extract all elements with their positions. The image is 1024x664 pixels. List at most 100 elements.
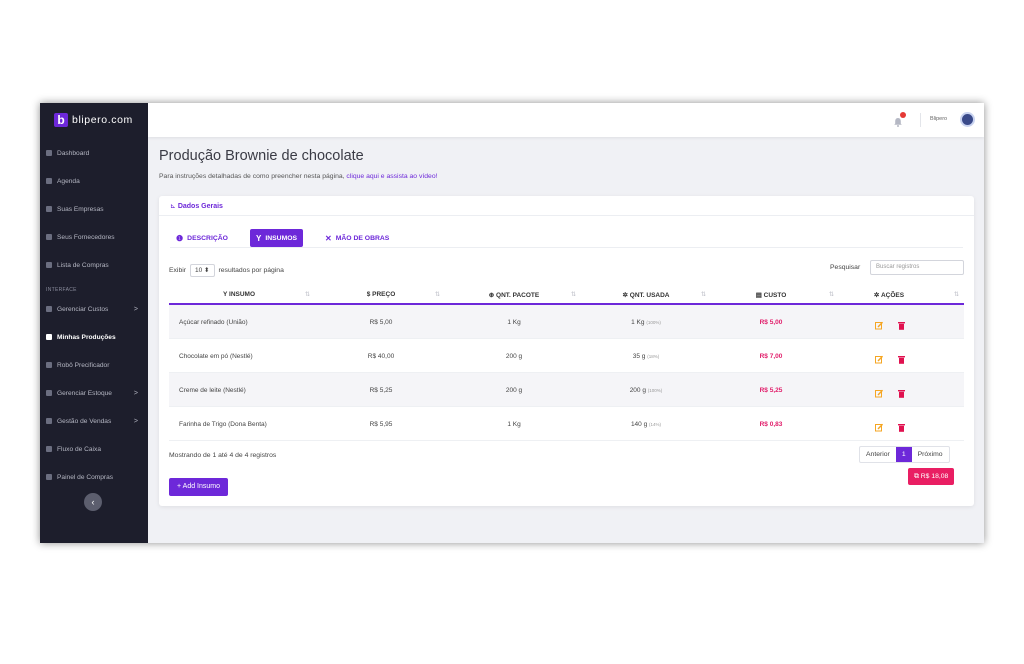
page-intro: Para instruções detalhadas de como preen…	[159, 173, 437, 180]
boxes-icon	[46, 390, 52, 396]
card-header-title: ⊾ Dados Gerais	[170, 203, 223, 210]
sidebar-item-label: Dashboard	[57, 149, 90, 157]
notification-bell-icon[interactable]	[893, 112, 906, 127]
pagination-prev[interactable]: Anterior	[866, 451, 890, 458]
dashboard-icon	[46, 150, 52, 156]
brand-name: blipero.com	[72, 114, 133, 126]
column-header-custo[interactable]: ▤ CUSTO	[755, 292, 787, 299]
sidebar-item-estoque[interactable]: Gerenciar Estoque >	[40, 383, 148, 403]
cell-insumo: Chocolate em pó (Nestlé)	[179, 353, 253, 360]
sidebar-item-dashboard[interactable]: Dashboard	[40, 143, 148, 163]
tools-icon: ✕	[325, 233, 332, 243]
sort-icon[interactable]: ⇅	[571, 292, 577, 298]
sidebar-item-label: Minhas Produções	[57, 333, 116, 341]
cell-custo: R$ 7,00	[759, 353, 783, 360]
cell-pacote: 1 Kg	[507, 421, 521, 428]
sort-icon[interactable]: ⇅	[305, 292, 311, 298]
sidebar-item-label: Gestão de Vendas	[57, 417, 112, 425]
robot-icon	[46, 362, 52, 368]
plus-icon: +	[177, 483, 183, 490]
sprout-icon	[46, 306, 52, 312]
table-header: Y INSUMO ⇅ $ PREÇO ⇅ ⊕ QNT. PACOTE ⇅ ✲ Q…	[169, 284, 964, 305]
edit-icon[interactable]	[875, 351, 884, 364]
topbar: Blipero	[148, 103, 984, 137]
table-row: Chocolate em pó (Nestlé) R$ 40,00 200 g …	[169, 339, 964, 373]
sort-icon[interactable]: ⇅	[701, 292, 707, 298]
sidebar-item-agenda[interactable]: Agenda	[40, 171, 148, 191]
sidebar-item-robo[interactable]: Robô Precificador	[40, 355, 148, 375]
edit-icon[interactable]	[875, 419, 884, 432]
sidebar-item-label: Seus Fornecedores	[57, 233, 115, 241]
sidebar-item-fornecedores[interactable]: Seus Fornecedores	[40, 227, 148, 247]
brand-logo: b	[54, 113, 68, 127]
column-header-insumo[interactable]: Y INSUMO	[222, 291, 256, 298]
app-window: b blipero.com Dashboard Agenda Suas Empr…	[40, 103, 984, 543]
edit-icon[interactable]	[875, 385, 884, 398]
cell-usada: 200 g (100%)	[629, 387, 663, 394]
delete-icon[interactable]	[898, 419, 906, 432]
sort-icon[interactable]: ⇅	[435, 292, 441, 298]
column-header-qnt-usada[interactable]: ✲ QNT. USADA	[622, 292, 670, 299]
show-suffix: resultados por página	[218, 267, 284, 274]
production-card: ⊾ Dados Gerais ❶ DESCRIÇÃO Y INSUMOS ✕ M…	[159, 196, 974, 506]
sidebar-item-minhas-producoes[interactable]: Minhas Produções	[40, 327, 148, 347]
sidebar-item-vendas[interactable]: Gestão de Vendas >	[40, 411, 148, 431]
sidebar-item-label: Suas Empresas	[57, 205, 104, 213]
chart-line-icon: ⊾	[170, 203, 178, 210]
total-cost-badge: ⧉ R$ 18,08	[908, 468, 955, 485]
calendar-icon	[46, 178, 52, 184]
card-header: ⊾ Dados Gerais	[159, 196, 974, 216]
cell-custo: R$ 0,83	[759, 421, 783, 428]
calculator-icon: ▤	[755, 292, 764, 299]
tab-label: MÃO DE OBRAS	[335, 234, 390, 242]
show-prefix: Exibir	[169, 267, 186, 274]
sidebar-item-label: Lista de Compras	[57, 261, 109, 269]
sidebar-item-empresas[interactable]: Suas Empresas	[40, 199, 148, 219]
tab-insumos[interactable]: Y INSUMOS	[250, 229, 304, 247]
cell-usada: 140 g (14%)	[630, 421, 662, 428]
cart-icon	[46, 474, 52, 480]
tab-divider	[170, 247, 963, 248]
edit-icon[interactable]	[875, 317, 884, 330]
page-length-select[interactable]: 10 ⬍	[190, 264, 215, 277]
sidebar-collapse-button[interactable]: ‹	[84, 493, 102, 511]
topbar-divider	[920, 113, 921, 127]
tab-label: INSUMOS	[265, 234, 298, 242]
sidebar-item-lista-compras[interactable]: Lista de Compras	[40, 255, 148, 275]
delete-icon[interactable]	[898, 351, 906, 364]
sidebar-item-label: Fluxo de Caixa	[57, 445, 101, 453]
brand[interactable]: b blipero.com	[40, 103, 148, 137]
sidebar-item-label: Gerenciar Estoque	[57, 389, 112, 397]
cell-insumo: Farinha de Trigo (Dona Benta)	[179, 421, 267, 428]
add-insumo-button[interactable]: + Add Insumo	[169, 478, 229, 496]
avatar[interactable]	[960, 112, 975, 127]
column-header-qnt-pacote[interactable]: ⊕ QNT. PACOTE	[488, 292, 540, 299]
pagination-next[interactable]: Próximo	[917, 451, 943, 458]
cell-usada: 35 g (18%)	[632, 353, 660, 360]
tab-mao-de-obras[interactable]: ✕ MÃO DE OBRAS	[319, 229, 395, 247]
search-input[interactable]: Buscar registros	[870, 260, 964, 275]
video-link[interactable]: clique aqui e assista ao vídeo!	[346, 173, 438, 180]
table-row: Creme de leite (Nestlé) R$ 5,25 200 g 20…	[169, 373, 964, 407]
pagination-page-1[interactable]: 1	[895, 447, 912, 462]
sort-icon[interactable]: ⇅	[829, 292, 835, 298]
user-name[interactable]: Blipero	[930, 116, 948, 122]
intro-text: Para instruções detalhadas de como preen…	[159, 173, 345, 180]
cell-custo: R$ 5,25	[759, 387, 783, 394]
sidebar-item-painel-compras[interactable]: Painel de Compras	[40, 467, 148, 487]
delete-icon[interactable]	[898, 385, 906, 398]
column-header-acoes: ✲ AÇÕES	[873, 292, 905, 299]
chevron-right-icon: >	[133, 305, 138, 313]
chevron-right-icon: >	[133, 389, 138, 397]
cell-preco: R$ 5,95	[369, 421, 393, 428]
tab-descricao[interactable]: ❶ DESCRIÇÃO	[170, 229, 234, 247]
column-header-preco[interactable]: $ PREÇO	[366, 291, 396, 298]
sidebar-item-gerenciar-custos[interactable]: Gerenciar Custos >	[40, 299, 148, 319]
gears-icon: ✲	[622, 292, 630, 299]
sidebar-item-fluxo-caixa[interactable]: Fluxo de Caixa	[40, 439, 148, 459]
sort-icon[interactable]: ⇅	[954, 292, 960, 298]
delete-icon[interactable]	[898, 317, 906, 330]
calculator-icon: ⧉	[914, 473, 921, 480]
page-length-control: Exibir 10 ⬍ resultados por página	[169, 264, 284, 277]
building-icon	[46, 206, 52, 212]
